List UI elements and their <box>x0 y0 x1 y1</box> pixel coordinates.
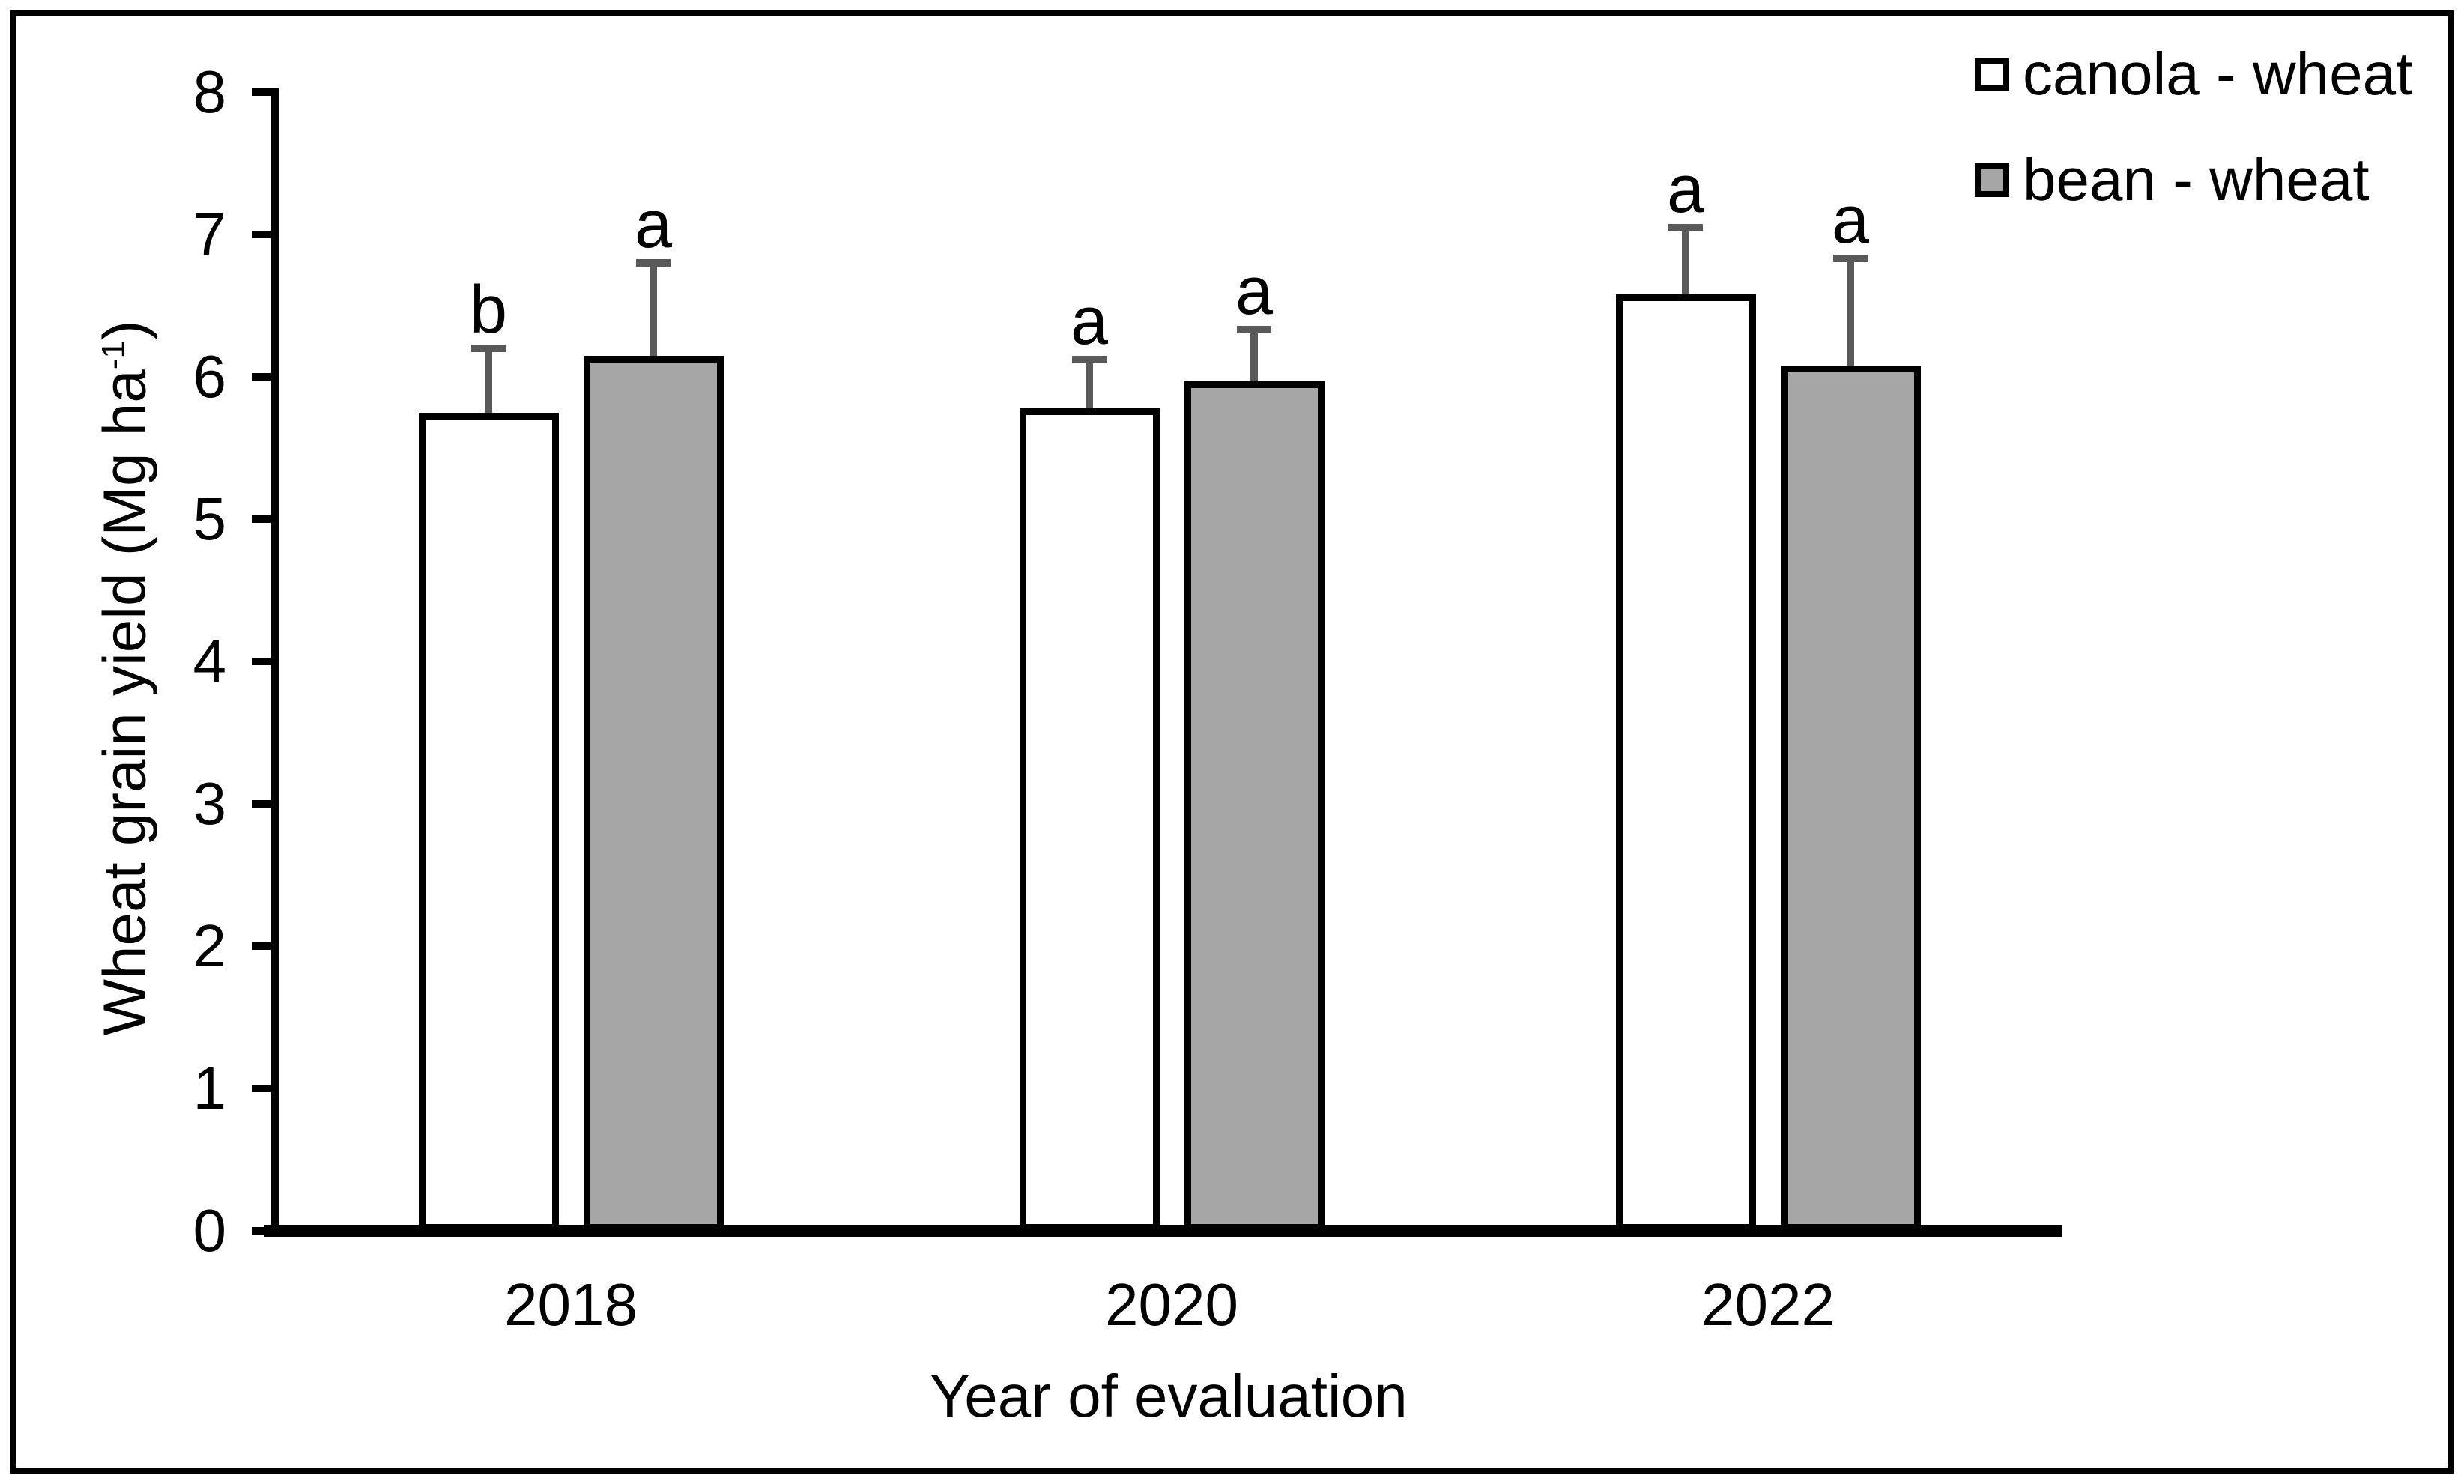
error-bar-stem <box>1682 227 1689 299</box>
bar-bean-wheat-2018 <box>583 355 724 1231</box>
y-tick-label: 7 <box>193 201 227 267</box>
legend-swatch <box>1975 163 2009 197</box>
significance-letter: a <box>1235 254 1274 330</box>
y-tick-label: 2 <box>193 912 227 979</box>
error-bar-stem <box>1847 258 1854 370</box>
y-tick <box>252 658 271 665</box>
y-tick <box>252 800 271 808</box>
x-tick-label: 2018 <box>504 1271 638 1338</box>
error-bar-cap <box>471 345 506 352</box>
legend-label: bean - wheat <box>2023 146 2370 213</box>
y-tick <box>252 231 271 238</box>
error-bar-cap <box>1668 223 1703 231</box>
y-tick <box>252 942 271 950</box>
y-axis-title-text: Wheat grain yield (Mg ha <box>91 369 158 1036</box>
y-tick <box>252 88 271 96</box>
error-bar-cap <box>636 259 671 267</box>
y-axis-title-close: ) <box>91 320 158 341</box>
y-tick-label: 8 <box>193 58 227 125</box>
y-tick <box>252 515 271 523</box>
bar-canola-wheat-2018 <box>418 412 559 1231</box>
bar-canola-wheat-2020 <box>1019 408 1160 1231</box>
error-bar-stem <box>1250 330 1258 386</box>
error-bar-stem <box>650 263 657 360</box>
y-tick-label: 4 <box>193 628 227 694</box>
x-tick-label: 2020 <box>1105 1271 1238 1338</box>
y-tick <box>252 1227 271 1235</box>
y-axis-title-superscript: -1 <box>95 340 132 370</box>
significance-letter: a <box>1070 284 1109 360</box>
significance-letter: a <box>1831 183 1870 258</box>
significance-letter: a <box>634 187 673 262</box>
significance-letter: a <box>1666 151 1705 227</box>
legend-label: canola - wheat <box>2023 40 2413 107</box>
y-tick-label: 5 <box>193 485 227 552</box>
significance-letter: b <box>469 273 508 348</box>
y-axis-title: Wheat grain yield (Mg ha-1) <box>84 154 158 1202</box>
y-axis-line <box>271 88 279 1231</box>
y-tick-label: 1 <box>193 1055 227 1121</box>
y-tick-label: 0 <box>193 1197 227 1264</box>
figure-border <box>10 10 2454 1474</box>
bar-bean-wheat-2020 <box>1184 381 1325 1231</box>
y-tick <box>252 373 271 381</box>
error-bar-cap <box>1072 356 1107 364</box>
x-axis-title: Year of evaluation <box>930 1363 1408 1429</box>
bar-bean-wheat-2022 <box>1780 365 1921 1231</box>
y-tick <box>252 1085 271 1092</box>
error-bar-cap <box>1833 255 1868 263</box>
legend-swatch <box>1975 58 2009 91</box>
y-tick-label: 3 <box>193 770 227 837</box>
error-bar-stem <box>485 348 492 417</box>
bar-canola-wheat-2022 <box>1615 294 1756 1231</box>
y-tick-label: 6 <box>193 343 227 410</box>
x-tick-label: 2022 <box>1701 1271 1835 1338</box>
error-bar-stem <box>1086 360 1093 413</box>
error-bar-cap <box>1237 326 1271 334</box>
